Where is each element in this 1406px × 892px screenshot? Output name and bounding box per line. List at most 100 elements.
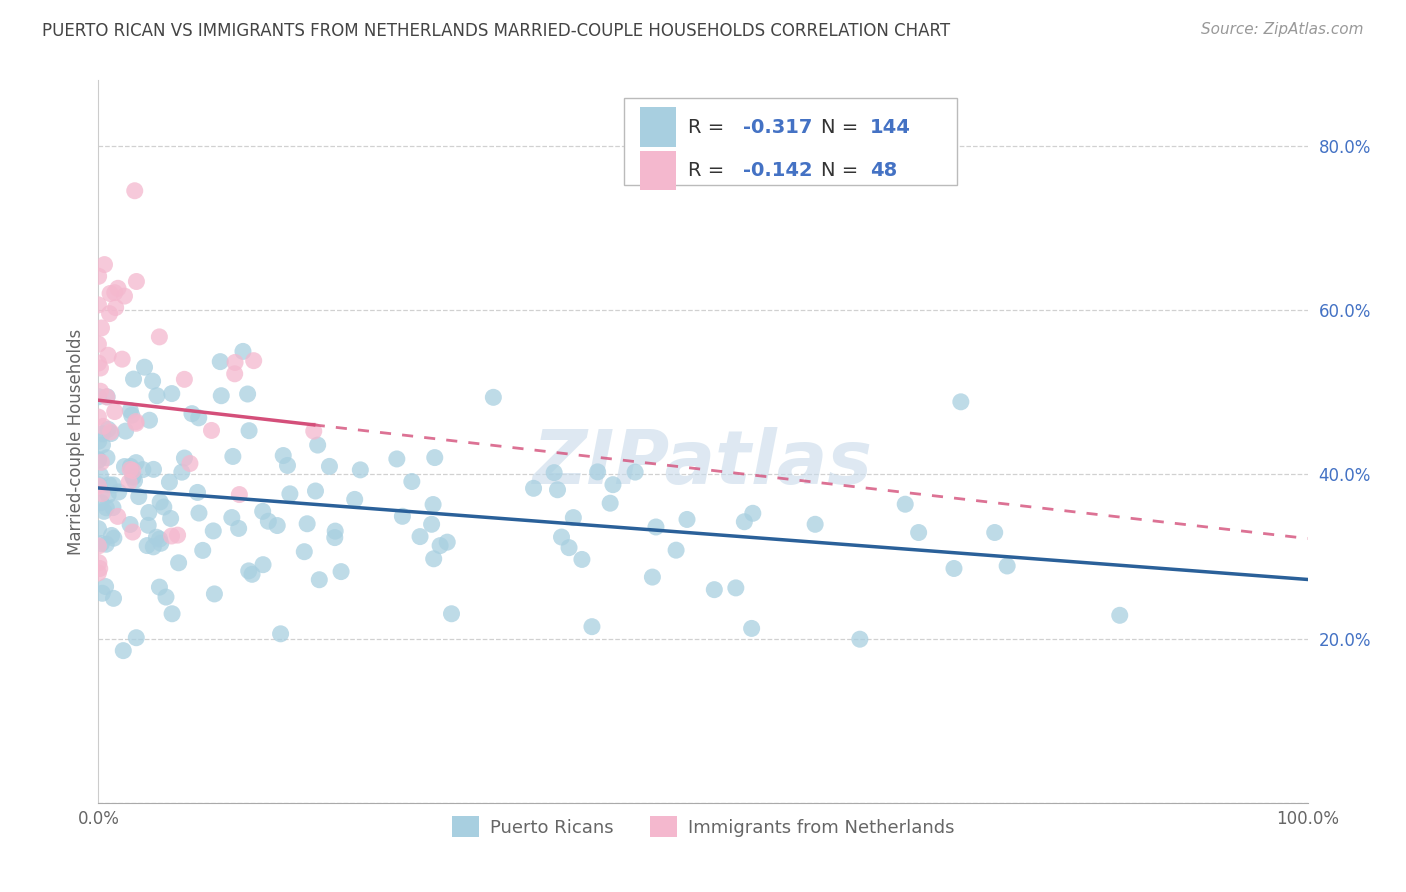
- Point: [202, 524, 225, 538]
- Point: [186, 485, 208, 500]
- Point: [148, 580, 170, 594]
- Point: [270, 627, 292, 641]
- Point: [97, 348, 120, 362]
- Text: -0.317: -0.317: [742, 118, 813, 136]
- Point: [89, 561, 111, 575]
- Point: [276, 458, 298, 473]
- Point: [209, 389, 232, 403]
- Point: [983, 525, 1005, 540]
- FancyBboxPatch shape: [640, 151, 676, 191]
- Point: [114, 289, 136, 303]
- Point: [240, 567, 263, 582]
- Y-axis label: Married-couple Households: Married-couple Households: [66, 328, 84, 555]
- Point: [440, 607, 463, 621]
- Point: [252, 558, 274, 572]
- Legend: Puerto Ricans, Immigrants from Netherlands: Puerto Ricans, Immigrants from Netherlan…: [444, 809, 962, 845]
- Point: [104, 285, 127, 300]
- Point: [179, 457, 201, 471]
- Point: [228, 521, 250, 535]
- Point: [125, 275, 148, 289]
- Point: [107, 509, 129, 524]
- Point: [96, 390, 118, 404]
- Point: [87, 434, 110, 449]
- Point: [98, 477, 121, 491]
- Point: [266, 518, 288, 533]
- Point: [96, 537, 118, 551]
- Point: [90, 321, 112, 335]
- Point: [103, 478, 125, 492]
- Point: [724, 581, 747, 595]
- Point: [586, 465, 609, 479]
- Text: R =: R =: [689, 161, 731, 180]
- Point: [138, 506, 160, 520]
- Point: [134, 360, 156, 375]
- Point: [562, 510, 585, 524]
- Point: [543, 466, 565, 480]
- Point: [87, 269, 110, 284]
- Point: [114, 424, 136, 438]
- Point: [645, 520, 668, 534]
- Point: [160, 386, 183, 401]
- Point: [100, 425, 122, 439]
- Point: [599, 496, 621, 510]
- Text: 144: 144: [870, 118, 911, 136]
- Point: [111, 352, 134, 367]
- Point: [665, 543, 688, 558]
- Point: [238, 424, 260, 438]
- Point: [142, 374, 165, 388]
- Text: R =: R =: [689, 118, 731, 136]
- Point: [146, 389, 169, 403]
- Point: [149, 495, 172, 509]
- Point: [571, 552, 593, 566]
- Point: [114, 459, 136, 474]
- Point: [93, 258, 115, 272]
- Point: [907, 525, 929, 540]
- Point: [385, 452, 408, 467]
- Point: [349, 463, 371, 477]
- Point: [148, 330, 170, 344]
- Point: [547, 483, 569, 497]
- Point: [159, 511, 181, 525]
- Point: [181, 407, 204, 421]
- Point: [142, 462, 165, 476]
- Point: [232, 344, 254, 359]
- Point: [160, 529, 183, 543]
- Point: [252, 504, 274, 518]
- Point: [423, 450, 446, 465]
- Point: [98, 286, 121, 301]
- Point: [202, 587, 225, 601]
- Text: -0.142: -0.142: [742, 161, 813, 180]
- Point: [94, 580, 117, 594]
- Point: [122, 470, 145, 484]
- FancyBboxPatch shape: [624, 98, 957, 185]
- Point: [87, 556, 110, 570]
- Point: [271, 449, 294, 463]
- Point: [894, 497, 917, 511]
- Point: [87, 479, 110, 493]
- Point: [87, 522, 110, 536]
- Point: [160, 607, 183, 621]
- Point: [125, 631, 148, 645]
- Point: [323, 531, 346, 545]
- Point: [142, 540, 165, 554]
- Point: [703, 582, 725, 597]
- Point: [188, 506, 211, 520]
- Point: [238, 564, 260, 578]
- Point: [118, 475, 141, 490]
- Point: [124, 474, 146, 488]
- Point: [170, 465, 193, 479]
- Point: [330, 565, 353, 579]
- Point: [96, 450, 118, 465]
- Point: [112, 643, 135, 657]
- Point: [228, 487, 250, 501]
- Point: [103, 591, 125, 606]
- Point: [149, 532, 172, 546]
- Point: [120, 517, 142, 532]
- Point: [107, 485, 129, 500]
- Point: [87, 356, 110, 370]
- Point: [103, 531, 125, 545]
- Text: N =: N =: [821, 118, 865, 136]
- Point: [125, 456, 148, 470]
- Point: [89, 468, 111, 483]
- Point: [87, 477, 110, 491]
